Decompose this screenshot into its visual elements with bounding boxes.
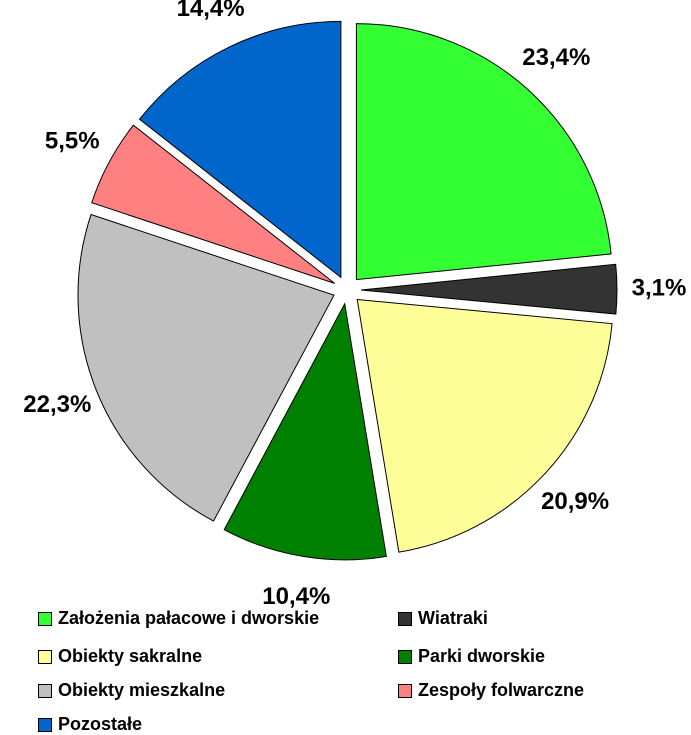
- legend-label: Obiekty sakralne: [58, 646, 203, 666]
- data-label-obiekty-sakralne: 20,9%: [541, 488, 609, 515]
- pie-data-labels: 23,4% 3,1% 20,9% 10,4% 22,3% 5,5% 14,4%: [23, 0, 686, 610]
- data-label-zalozenia: 23,4%: [522, 44, 590, 71]
- legend-label: Obiekty mieszkalne: [58, 680, 226, 700]
- legend-item-zalozenia: Założenia pałacowe i dworskie: [38, 608, 319, 629]
- legend-label: Wiatraki: [418, 608, 488, 628]
- legend-swatch: [38, 717, 52, 732]
- legend-item-obiekty-mieszkalne: Obiekty mieszkalne: [38, 680, 225, 701]
- pie-slice-obiekty-mieszkalne: [77, 213, 335, 522]
- legend-label: Pozostałe: [58, 714, 143, 734]
- legend-item-zespoly-folwarczne: Zespoły folwarczne: [398, 680, 584, 701]
- data-label-parki-dworskie: 10,4%: [262, 583, 330, 610]
- pie-slices: [77, 20, 618, 561]
- data-label-zespoly-folwarczne: 5,5%: [45, 128, 100, 155]
- legend-swatch: [398, 611, 412, 626]
- legend-label: Zespoły folwarczne: [418, 680, 585, 700]
- data-label-wiatraki: 3,1%: [632, 274, 687, 301]
- pie-slice-obiekty-sakralne: [356, 298, 613, 553]
- legend-swatch: [398, 649, 412, 664]
- legend-item-pozostale: Pozostałe: [38, 714, 142, 735]
- legend-item-parki-dworskie: Parki dworskie: [398, 646, 545, 667]
- legend-item-obiekty-sakralne: Obiekty sakralne: [38, 646, 202, 667]
- legend-swatch: [38, 683, 52, 698]
- legend-swatch: [38, 611, 52, 626]
- pie-slice-zespoly-folwarczne: [91, 124, 335, 284]
- legend-swatch: [38, 649, 52, 664]
- legend-item-wiatraki: Wiatraki: [398, 608, 488, 629]
- legend-swatch: [398, 683, 412, 698]
- data-label-obiekty-mieszkalne: 22,3%: [23, 391, 91, 418]
- pie-slice-parki-dworskie: [223, 302, 387, 561]
- legend-label: Parki dworskie: [418, 646, 546, 666]
- legend-label: Założenia pałacowe i dworskie: [58, 608, 320, 628]
- pie-slice-wiatraki: [360, 263, 618, 315]
- pie-slice-zalozenia: [355, 23, 612, 281]
- data-label-pozostale: 14,4%: [177, 0, 245, 22]
- pie-slice-pozostale: [138, 20, 342, 279]
